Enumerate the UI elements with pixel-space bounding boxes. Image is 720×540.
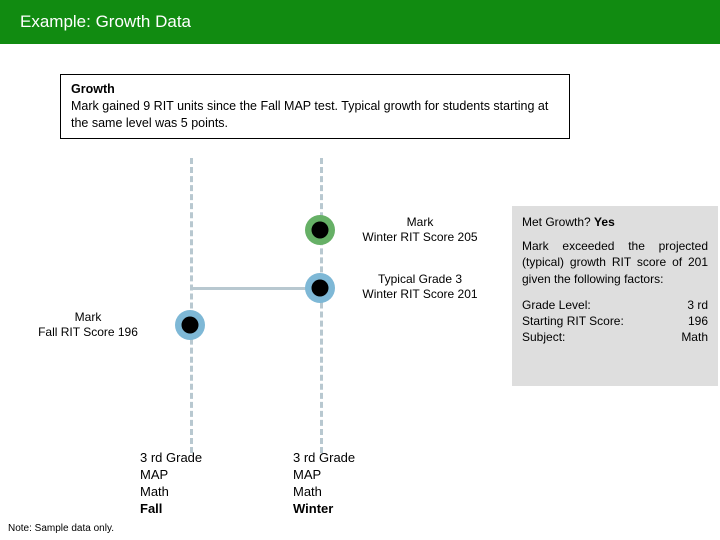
axis-label-fall: 3 rd Grade MAP Math Fall [140, 450, 202, 518]
axis-label-winter: 3 rd Grade MAP Math Winter [293, 450, 355, 518]
footnote: Note: Sample data only. [8, 523, 114, 534]
dot-fall-label: Mark Fall RIT Score 196 [18, 310, 158, 340]
growth-summary-box: Growth Mark gained 9 RIT units since the… [60, 74, 570, 139]
page-title: Example: Growth Data [20, 12, 191, 31]
vline-fall [190, 158, 193, 453]
factor-row-rit: Starting RIT Score: 196 [522, 313, 708, 329]
side-panel-para: Mark exceeded the projected (typical) gr… [522, 238, 708, 287]
factor-row-grade: Grade Level: 3 rd [522, 297, 708, 313]
dot-winter-mark [305, 215, 335, 245]
dot-winter-mark-label: Mark Winter RIT Score 205 [362, 215, 477, 245]
dot-fall [175, 310, 205, 340]
dot-winter-typical [305, 273, 335, 303]
side-panel: Met Growth? Yes Mark exceeded the projec… [512, 206, 718, 386]
dot-winter-typical-label: Typical Grade 3 Winter RIT Score 201 [362, 272, 477, 302]
title-bar: Example: Growth Data [0, 0, 720, 44]
growth-heading: Growth [71, 82, 115, 96]
vline-winter [320, 158, 323, 453]
growth-text: Mark gained 9 RIT units since the Fall M… [71, 99, 548, 130]
typical-growth-line [190, 287, 320, 290]
factor-row-subject: Subject: Math [522, 329, 708, 345]
dot-fall-inner [182, 317, 199, 334]
met-growth-line: Met Growth? Yes [522, 214, 708, 230]
dot-winter-typical-inner [312, 280, 329, 297]
dot-winter-mark-inner [312, 222, 329, 239]
